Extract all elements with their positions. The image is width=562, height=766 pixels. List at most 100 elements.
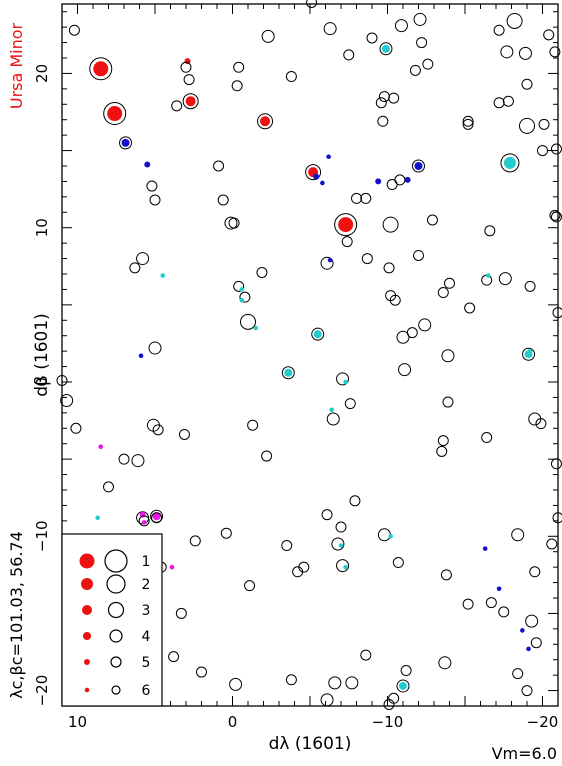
star-cyan-marker xyxy=(338,543,344,548)
star-marker xyxy=(398,363,412,377)
star-marker xyxy=(171,100,183,112)
star-marker xyxy=(129,262,141,274)
y-tick-label: 10 xyxy=(33,218,51,237)
legend-filled-marker xyxy=(82,605,92,615)
star-marker xyxy=(366,32,378,44)
x-tick-label: −10 xyxy=(372,713,404,731)
star-marker xyxy=(550,458,562,470)
y-tick-label: −10 xyxy=(33,520,51,552)
star-cyan-marker xyxy=(381,44,390,53)
star-outline-marker xyxy=(305,164,322,181)
star-marker xyxy=(70,422,82,434)
star-marker xyxy=(151,512,163,524)
star-marker xyxy=(537,145,548,157)
star-blue-marker xyxy=(326,154,331,160)
y-tick-label: 0 xyxy=(33,377,51,387)
star-marker xyxy=(335,521,347,533)
y-axis-label: dβ (1601) xyxy=(32,313,52,397)
legend-open-marker xyxy=(111,685,121,695)
star-marker xyxy=(103,481,114,493)
x-tick-label: 10 xyxy=(68,713,87,731)
star-marker xyxy=(131,454,145,468)
star-marker xyxy=(493,97,505,109)
legend-label: 3 xyxy=(142,603,151,619)
star-cyan-marker xyxy=(239,287,245,292)
star-cyan-marker xyxy=(95,515,100,521)
star-marker xyxy=(256,266,268,278)
star-outline-marker xyxy=(182,93,199,110)
legend-filled-marker xyxy=(83,632,91,640)
star-cyan-marker xyxy=(388,533,393,539)
legend-filled-marker xyxy=(84,687,90,693)
axis-ticks xyxy=(62,4,559,707)
star-marker xyxy=(328,676,342,690)
star-marker xyxy=(481,432,493,444)
star-marker xyxy=(321,509,333,521)
star-marker xyxy=(549,209,561,221)
star-marker xyxy=(175,607,187,619)
star-marker xyxy=(220,527,232,539)
star-cyan-marker xyxy=(284,368,293,377)
star-blue-marker xyxy=(526,646,531,652)
star-outline-marker xyxy=(379,42,393,56)
star-marker xyxy=(320,693,334,707)
star-marker xyxy=(178,428,190,440)
star-outline-marker xyxy=(257,113,274,130)
star-marker xyxy=(500,45,514,59)
star-markers xyxy=(56,0,562,710)
x-tick-labels: 10 0 −10 −20 xyxy=(68,713,558,731)
star-marker xyxy=(525,614,539,628)
star-marker xyxy=(442,396,454,408)
star-marker xyxy=(550,143,562,155)
star-marker xyxy=(320,256,334,270)
star-marker xyxy=(498,272,512,286)
star-marker xyxy=(409,64,421,76)
star-marker xyxy=(386,179,398,191)
legend-filled-marker xyxy=(84,659,90,665)
star-marker xyxy=(440,569,452,581)
star-marker xyxy=(138,515,150,527)
star-outline-marker xyxy=(150,509,164,523)
star-marker xyxy=(382,216,399,233)
star-cyan-marker xyxy=(485,273,491,278)
star-cyan-marker xyxy=(253,325,259,331)
star-marker xyxy=(383,698,395,710)
star-marker xyxy=(229,677,243,691)
y-tick-labels: −20 −10 0 10 20 xyxy=(33,64,51,707)
star-marker xyxy=(375,97,387,109)
star-blue-marker xyxy=(520,628,525,633)
star-outline-marker xyxy=(412,159,425,173)
star-marker xyxy=(441,349,455,363)
star-marker xyxy=(436,445,448,457)
star-magenta-marker xyxy=(98,444,104,450)
star-marker xyxy=(529,566,541,578)
star-magenta-marker xyxy=(152,512,161,521)
star-marker xyxy=(323,22,337,36)
star-cyan-marker xyxy=(343,379,348,385)
star-outline-marker xyxy=(281,366,295,380)
star-marker xyxy=(546,538,558,550)
star-marker xyxy=(394,174,406,186)
star-marker xyxy=(224,216,238,230)
star-marker xyxy=(285,71,297,83)
star-cyan-marker xyxy=(239,297,245,303)
star-marker xyxy=(56,374,68,386)
center-coordinates-label: λc,βc=101.03, 56.74 xyxy=(7,531,26,699)
star-marker xyxy=(438,656,452,670)
star-marker xyxy=(345,676,359,690)
star-blue-marker xyxy=(482,546,488,551)
star-blue-marker xyxy=(496,586,502,592)
legend-filled-marker xyxy=(81,578,93,590)
star-marker xyxy=(444,277,455,289)
star-marker xyxy=(400,665,412,677)
star-marker xyxy=(351,192,362,204)
legend-box xyxy=(61,533,163,707)
star-marker xyxy=(360,649,372,661)
star-marker xyxy=(146,180,158,192)
star-magenta-marker xyxy=(141,520,147,525)
star-outline-marker xyxy=(119,136,133,150)
star-red-marker xyxy=(260,116,271,127)
star-marker xyxy=(377,115,389,127)
star-marker xyxy=(180,61,192,73)
